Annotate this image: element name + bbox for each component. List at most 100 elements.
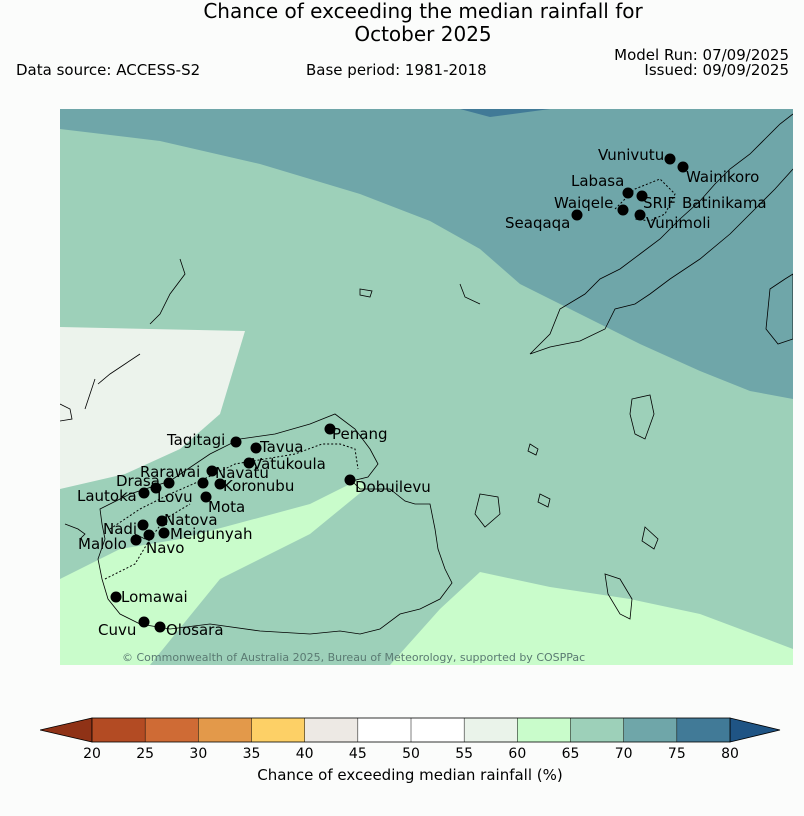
colorbar-swatch-9 xyxy=(570,718,624,742)
station-label-meigunyah: Meigunyah xyxy=(170,525,252,543)
map-title: Chance of exceeding the median rainfall … xyxy=(0,0,804,46)
station-dot-malolo xyxy=(130,534,142,546)
station-label-malolo: Malolo xyxy=(78,535,127,553)
zone-70-75 xyxy=(60,109,793,399)
station-dot-tavua xyxy=(250,442,262,454)
station-dot-penang xyxy=(324,423,336,435)
station-label-vatukoula: Vatukoula xyxy=(252,455,326,473)
station-label-vunimoli: Vunimoli xyxy=(646,214,711,232)
vanua-levu-coast xyxy=(529,113,793,355)
station-label-seaqaqa: Seaqaqa xyxy=(505,214,570,232)
station-label-wainikoro: Wainikoro xyxy=(686,168,759,186)
station-label-nadi: Nadi xyxy=(103,520,137,538)
station-layer: Vunivutu Wainikoro Labasa SRIF Batinikam… xyxy=(77,146,767,639)
station-label-natova: Natova xyxy=(164,511,218,529)
colorbar-tick-70: 70 xyxy=(615,746,633,762)
station-dot-waiqele xyxy=(617,204,629,216)
colorbar-tick-25: 25 xyxy=(136,746,154,762)
station-label-lautoka: Lautoka xyxy=(77,487,137,505)
colorbar-swatch-4 xyxy=(304,718,358,742)
station-dot-srif xyxy=(636,190,648,202)
colorbar-swatch-10 xyxy=(623,718,677,742)
colorbar-tick-20: 20 xyxy=(83,746,101,762)
station-dot-lomawai xyxy=(110,591,122,603)
data-source: Data source: ACCESS-S2 xyxy=(16,61,201,79)
zone-60-65-south xyxy=(60,479,365,665)
colorbar-swatch-11 xyxy=(676,718,730,742)
station-label-cuvu: Cuvu xyxy=(98,621,136,639)
station-dot-labasa xyxy=(622,187,634,199)
station-label-navo: Navo xyxy=(146,539,184,557)
station-dot-cuvu xyxy=(138,616,150,628)
colorbar-tick-50: 50 xyxy=(402,746,420,762)
station-dot-koronubu xyxy=(214,478,226,490)
colorbar-tick-45: 45 xyxy=(349,746,367,762)
station-dot-mota xyxy=(200,491,212,503)
colorbar-label: Chance of exceeding median rainfall (%) xyxy=(257,766,563,784)
colorbar-tick-55: 55 xyxy=(455,746,473,762)
vanua-levu-border xyxy=(614,178,676,222)
zone-60-65-se xyxy=(390,572,793,665)
station-label-batinikama: Batinikama xyxy=(682,194,767,212)
station-dot-natova xyxy=(156,515,168,527)
colorbar-swatch-7 xyxy=(464,718,518,742)
zone-40-45 xyxy=(60,327,245,489)
viti-levu-coast xyxy=(97,413,453,635)
colorbar-tick-80: 80 xyxy=(721,746,739,762)
station-dot-tagitagi xyxy=(230,436,242,448)
title-line-2: October 2025 xyxy=(354,22,492,46)
gau-coast xyxy=(604,573,633,620)
colorbar-swatch-1 xyxy=(145,718,199,742)
station-dot-olosara xyxy=(154,621,166,633)
taveuni-coast xyxy=(765,273,793,345)
colorbar-swatch-6 xyxy=(411,718,465,742)
colorbar-tick-60: 60 xyxy=(508,746,526,762)
model-run: Model Run: 07/09/2025 xyxy=(614,46,789,64)
station-label-srif: SRIF xyxy=(643,194,676,212)
copyright-notice: © Commonwealth of Australia 2025, Bureau… xyxy=(122,651,585,664)
viti-levu-interior-border xyxy=(104,503,191,580)
station-label-mota: Mota xyxy=(208,498,245,516)
koro-coast xyxy=(629,394,655,440)
station-dot-lautoka xyxy=(138,487,150,499)
small-islands xyxy=(359,283,659,550)
station-dot-vunimoli xyxy=(634,209,646,221)
colorbar-under-arrow xyxy=(40,717,93,743)
colorbar-swatch-3 xyxy=(251,718,305,742)
colorbar-swatch-0 xyxy=(92,718,146,742)
station-dot-rarawai xyxy=(206,465,218,477)
title-line-1: Chance of exceeding the median rainfall … xyxy=(203,0,643,23)
zone-75-80 xyxy=(460,109,550,117)
station-dot-navatu xyxy=(197,477,209,489)
rainfall-map: © Commonwealth of Australia 2025, Bureau… xyxy=(60,109,793,665)
station-label-lomawai: Lomawai xyxy=(121,588,188,606)
station-label-rarawai: Rarawai xyxy=(140,463,200,481)
station-label-olosara: Olosara xyxy=(166,621,224,639)
station-dot-wainikoro xyxy=(677,161,689,173)
station-label-dobuilevu: Dobuilevu xyxy=(355,478,431,496)
station-label-lovu: Lovu xyxy=(157,488,193,506)
colorbar-tick-30: 30 xyxy=(189,746,207,762)
colorbar-tick-65: 65 xyxy=(562,746,580,762)
station-dot-seaqaqa xyxy=(571,209,583,221)
station-label-navatu: Navatu xyxy=(215,464,269,482)
station-dot-drasa xyxy=(163,477,175,489)
station-label-vunivutu: Vunivutu xyxy=(598,146,664,164)
station-dot-nadi xyxy=(137,519,149,531)
northwest-islets xyxy=(60,258,186,422)
station-label-penang: Penang xyxy=(332,425,387,443)
station-dot-vunivutu xyxy=(664,153,676,165)
station-dot-drasa2 xyxy=(150,482,162,494)
ovalau-coast xyxy=(474,493,501,528)
station-dot-navo xyxy=(143,529,155,541)
colorbar-tick-75: 75 xyxy=(668,746,686,762)
station-dot-dobuilevu xyxy=(344,474,356,486)
colorbar-swatch-5 xyxy=(357,718,411,742)
province-borders xyxy=(104,178,676,580)
station-label-koronubu: Koronubu xyxy=(223,477,294,495)
colorbar-over-arrow xyxy=(729,717,781,743)
station-dot-vatukoula xyxy=(243,457,255,469)
station-label-tavua: Tavua xyxy=(259,438,303,456)
colorbar-tick-35: 35 xyxy=(243,746,261,762)
station-label-drasa: Drasa xyxy=(116,472,160,490)
